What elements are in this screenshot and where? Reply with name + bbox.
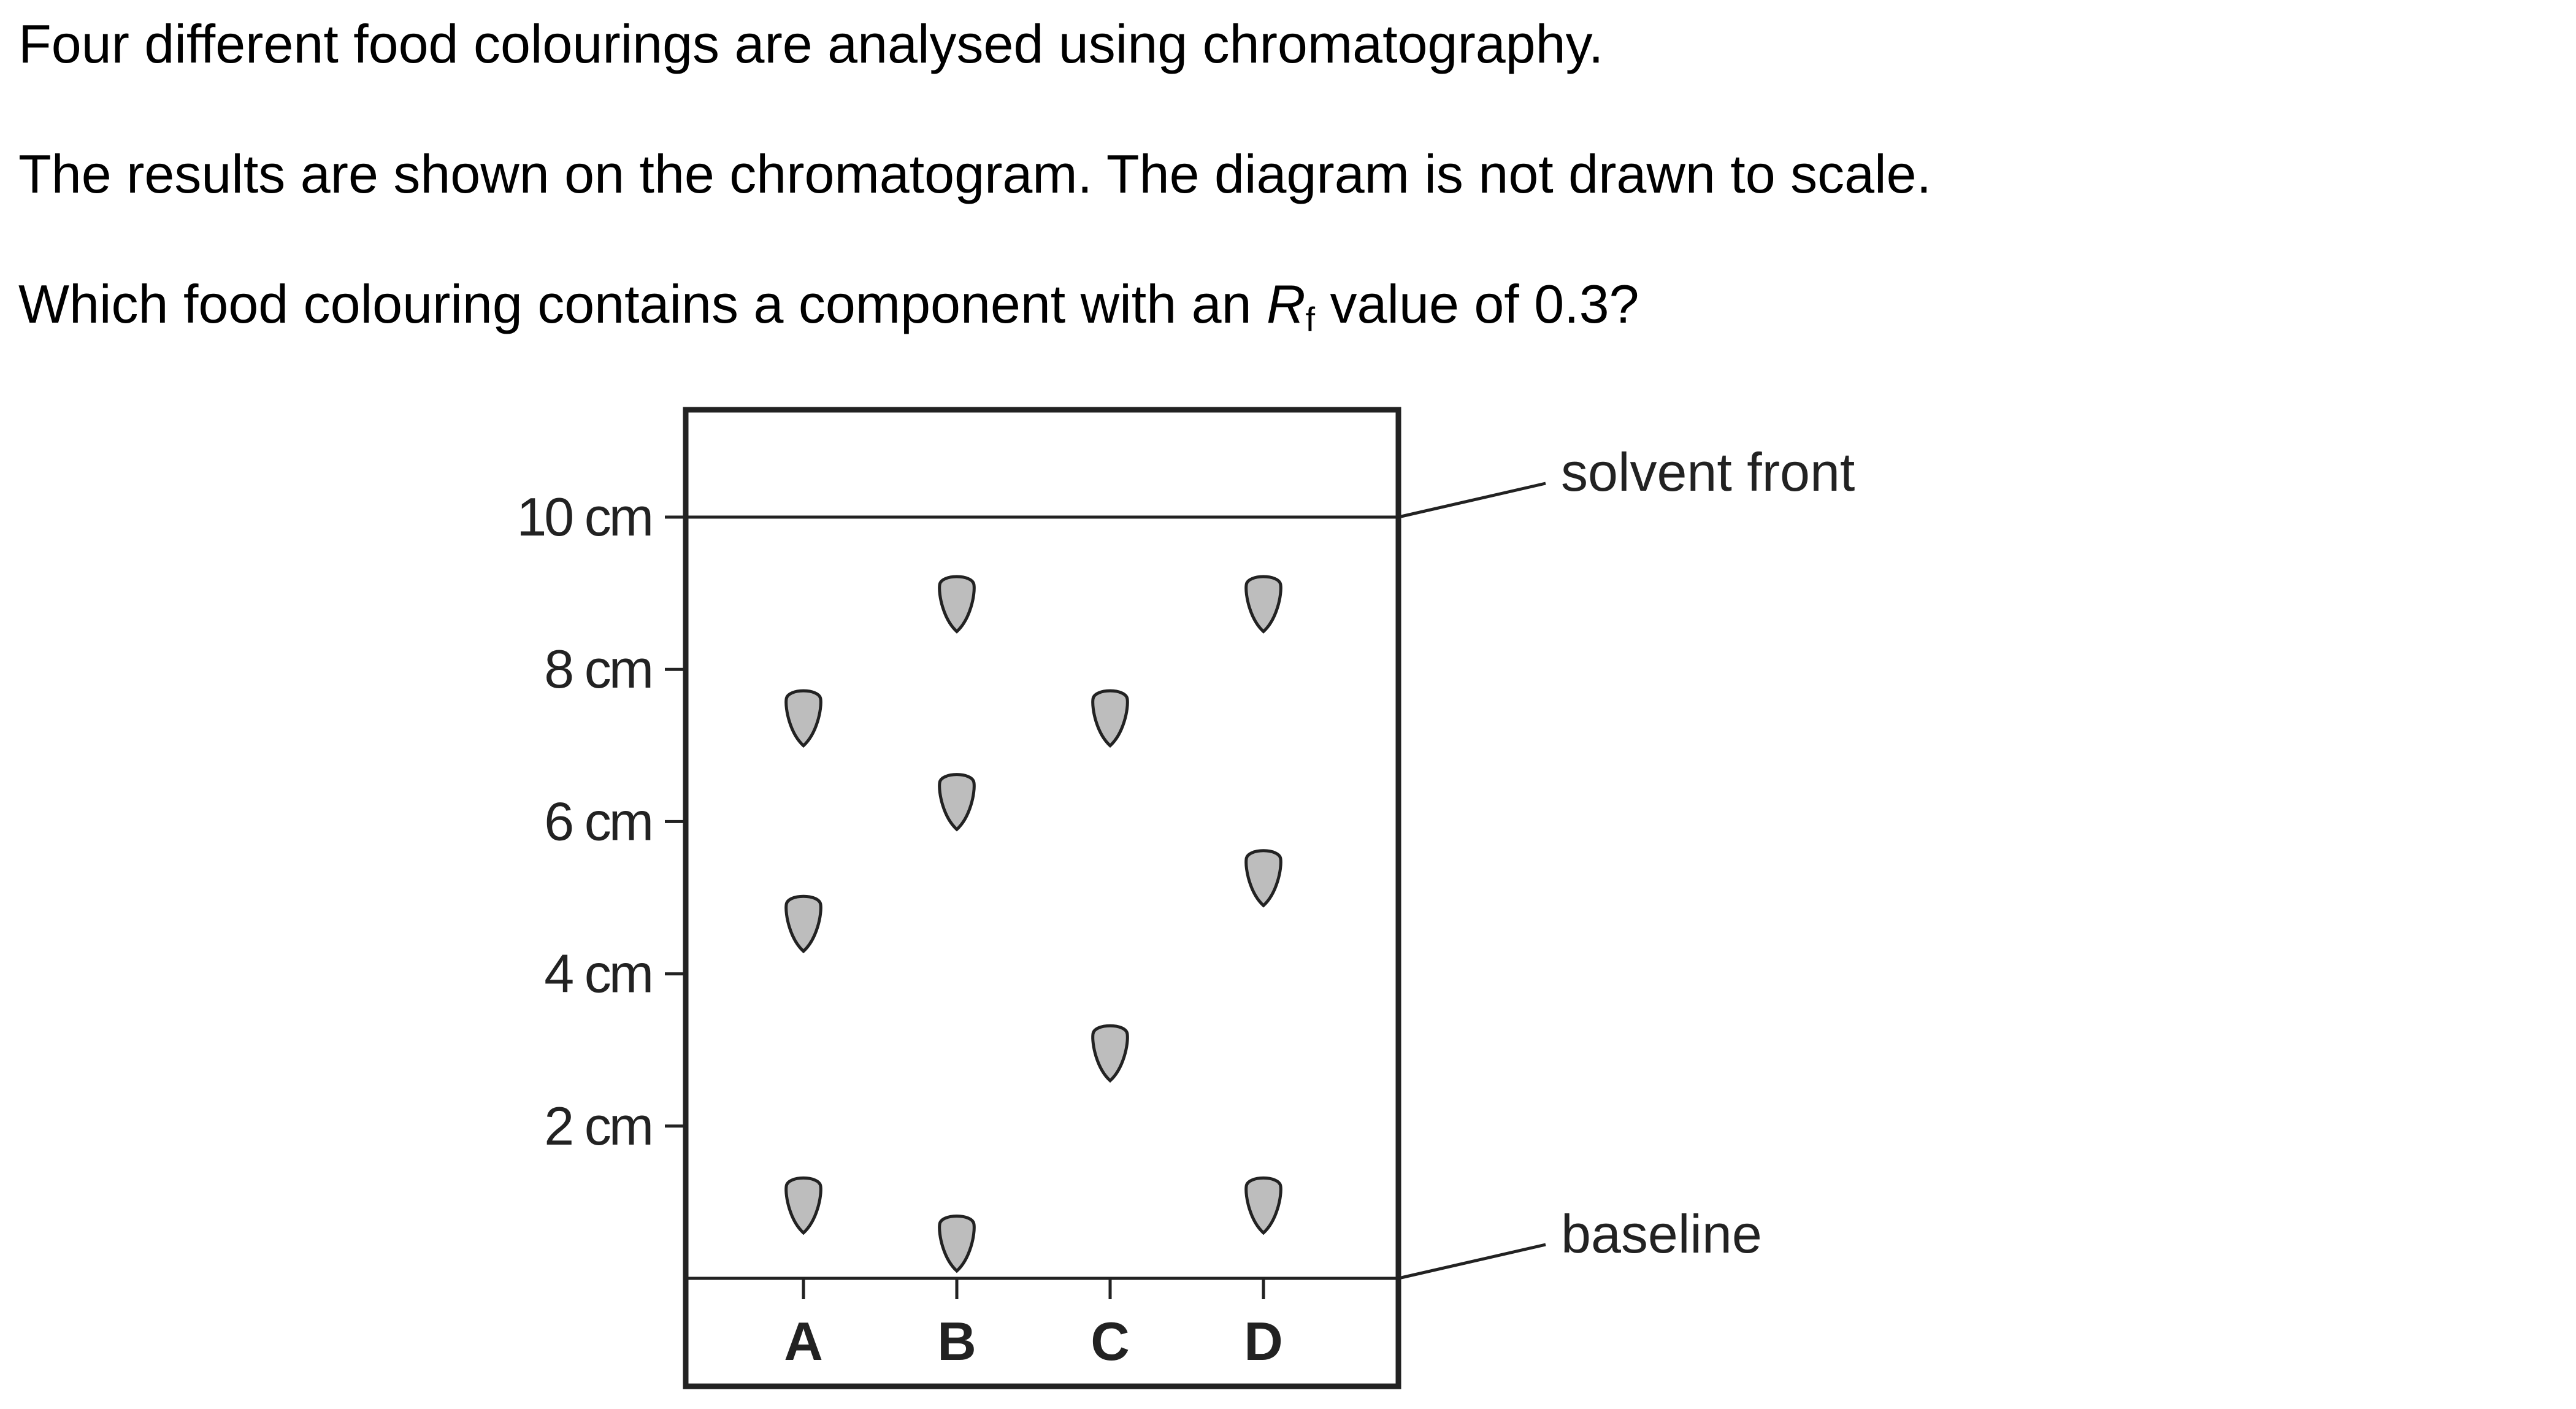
question-line-2: The results are shown on the chromatogra… xyxy=(18,144,1932,204)
lane-label-d: D xyxy=(1244,1311,1283,1372)
scale-tick-label: 4 cm xyxy=(544,943,651,1004)
spot-a xyxy=(784,689,822,748)
spot-d xyxy=(1244,849,1282,908)
question-line-1: Four different food colourings are analy… xyxy=(18,13,1604,74)
spot-a xyxy=(784,894,822,954)
spot-c xyxy=(1091,689,1129,748)
spot-d xyxy=(1244,575,1282,634)
spot-c xyxy=(1091,1024,1129,1083)
rf-symbol: R xyxy=(1266,274,1306,334)
sample-lanes: A B C D xyxy=(784,1278,1283,1372)
component-spots xyxy=(784,575,1282,1273)
chromatography-paper xyxy=(683,407,1401,1389)
question-line-3-start: Which food colouring contains a componen… xyxy=(18,274,1267,334)
scale-tick-label: 6 cm xyxy=(544,791,651,851)
rf-subscript: f xyxy=(1305,300,1316,339)
spot-a xyxy=(784,1176,822,1235)
solvent-front-label: solvent front xyxy=(1561,442,1855,502)
baseline-label: baseline xyxy=(1561,1204,1762,1264)
scale-tick-label: 10 cm xyxy=(516,486,651,547)
baseline-leader xyxy=(1398,1243,1546,1280)
solvent-front-leader xyxy=(1398,482,1546,519)
spot-b xyxy=(938,1214,976,1273)
scale-tick-label: 2 cm xyxy=(544,1096,651,1156)
lane-label-b: B xyxy=(937,1311,976,1372)
lane-label-c: C xyxy=(1091,1311,1130,1372)
spot-d xyxy=(1244,1176,1282,1235)
spot-b xyxy=(938,773,976,832)
spot-b xyxy=(938,575,976,634)
lane-label-a: A xyxy=(784,1311,823,1372)
scale-tick-label: 8 cm xyxy=(544,639,651,699)
question-line-3-end: value of 0.3? xyxy=(1315,274,1639,334)
question-line-3: Which food colouring contains a componen… xyxy=(18,277,1639,337)
height-scale: 10 cm 8 cm 6 cm 4 cm 2 cm xyxy=(516,486,686,1156)
